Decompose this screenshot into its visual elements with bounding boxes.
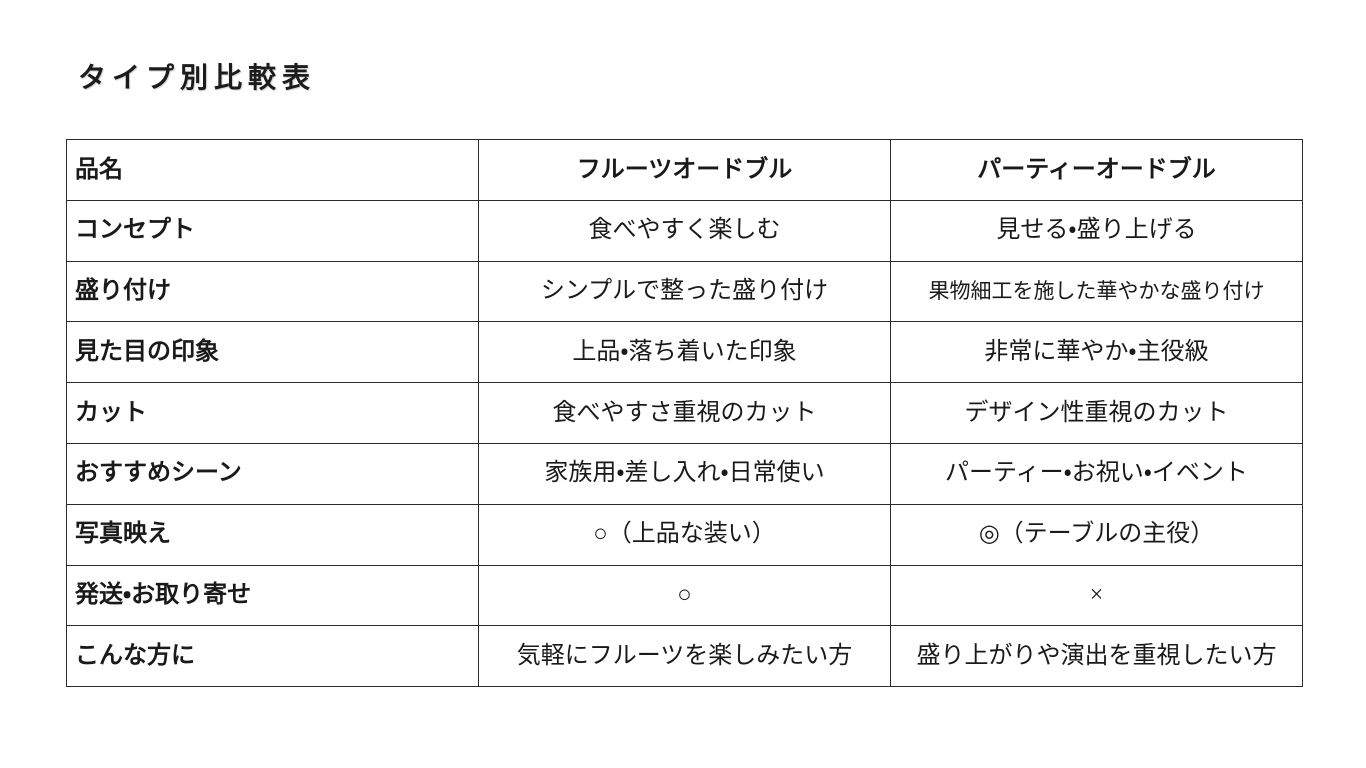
table-row-cut: カット 食べやすさ重視のカット デザイン性重視のカット — [66, 382, 1303, 444]
header-item-name: 品名 — [66, 139, 479, 201]
table-row-scene: おすすめシーン 家族用・差し入れ・日常使い パーティー・お祝い・イベント — [66, 442, 1303, 505]
table-row-photogenic: 写真映え ○（上品な装い） ◎（テーブルの主役） — [66, 503, 1303, 566]
party-cell: 果物細工を施した華やかな盛り付け — [890, 260, 1303, 323]
header-fruit-oeuvre: フルーツオードブル — [478, 139, 891, 201]
table-row-shipping: 発送・お取り寄せ ○ × — [66, 564, 1303, 627]
party-cell: パーティー・お祝い・イベント — [890, 442, 1303, 505]
fruit-cell: 上品・落ち着いた印象 — [478, 321, 891, 384]
row-label: こんな方に — [66, 625, 479, 688]
row-label: おすすめシーン — [66, 442, 479, 505]
fruit-cell: ○ — [478, 564, 891, 627]
header-party-oeuvre: パーティーオードブル — [890, 139, 1303, 201]
fruit-cell: 食べやすさ重視のカット — [478, 382, 891, 444]
party-cell: 非常に華やか・主役級 — [890, 321, 1303, 384]
fruit-cell: シンプルで整った盛り付け — [478, 260, 891, 323]
fruit-cell: 食べやすく楽しむ — [478, 199, 891, 262]
row-label: 発送・お取り寄せ — [66, 564, 479, 627]
fruit-cell: ○（上品な装い） — [478, 503, 891, 566]
party-cell: 盛り上がりや演出を重視したい方 — [890, 625, 1303, 688]
party-cell: 見せる・盛り上げる — [890, 199, 1303, 262]
header-row: 品名 フルーツオードブル パーティーオードブル — [66, 139, 1303, 201]
page-title: タイプ別比較表 — [78, 63, 317, 94]
fruit-cell: 気軽にフルーツを楽しみたい方 — [478, 625, 891, 688]
fruit-cell: 家族用・差し入れ・日常使い — [478, 442, 891, 505]
row-label: 写真映え — [66, 503, 479, 566]
table-row-recommended-for: こんな方に 気軽にフルーツを楽しみたい方 盛り上がりや演出を重視したい方 — [66, 625, 1303, 688]
party-cell: ◎（テーブルの主役） — [890, 503, 1303, 566]
party-cell: × — [890, 564, 1303, 627]
row-label: 見た目の印象 — [66, 321, 479, 384]
row-label: コンセプト — [66, 199, 479, 262]
comparison-table: 品名 フルーツオードブル パーティーオードブル コンセプト 食べやすく楽しむ 見… — [66, 139, 1303, 688]
party-cell: デザイン性重視のカット — [890, 382, 1303, 444]
table-row-plating: 盛り付け シンプルで整った盛り付け 果物細工を施した華やかな盛り付け — [66, 260, 1303, 323]
row-label: 盛り付け — [66, 260, 479, 323]
table-row-impression: 見た目の印象 上品・落ち着いた印象 非常に華やか・主役級 — [66, 321, 1303, 384]
row-label: カット — [66, 382, 479, 444]
table-row-concept: コンセプト 食べやすく楽しむ 見せる・盛り上げる — [66, 199, 1303, 262]
